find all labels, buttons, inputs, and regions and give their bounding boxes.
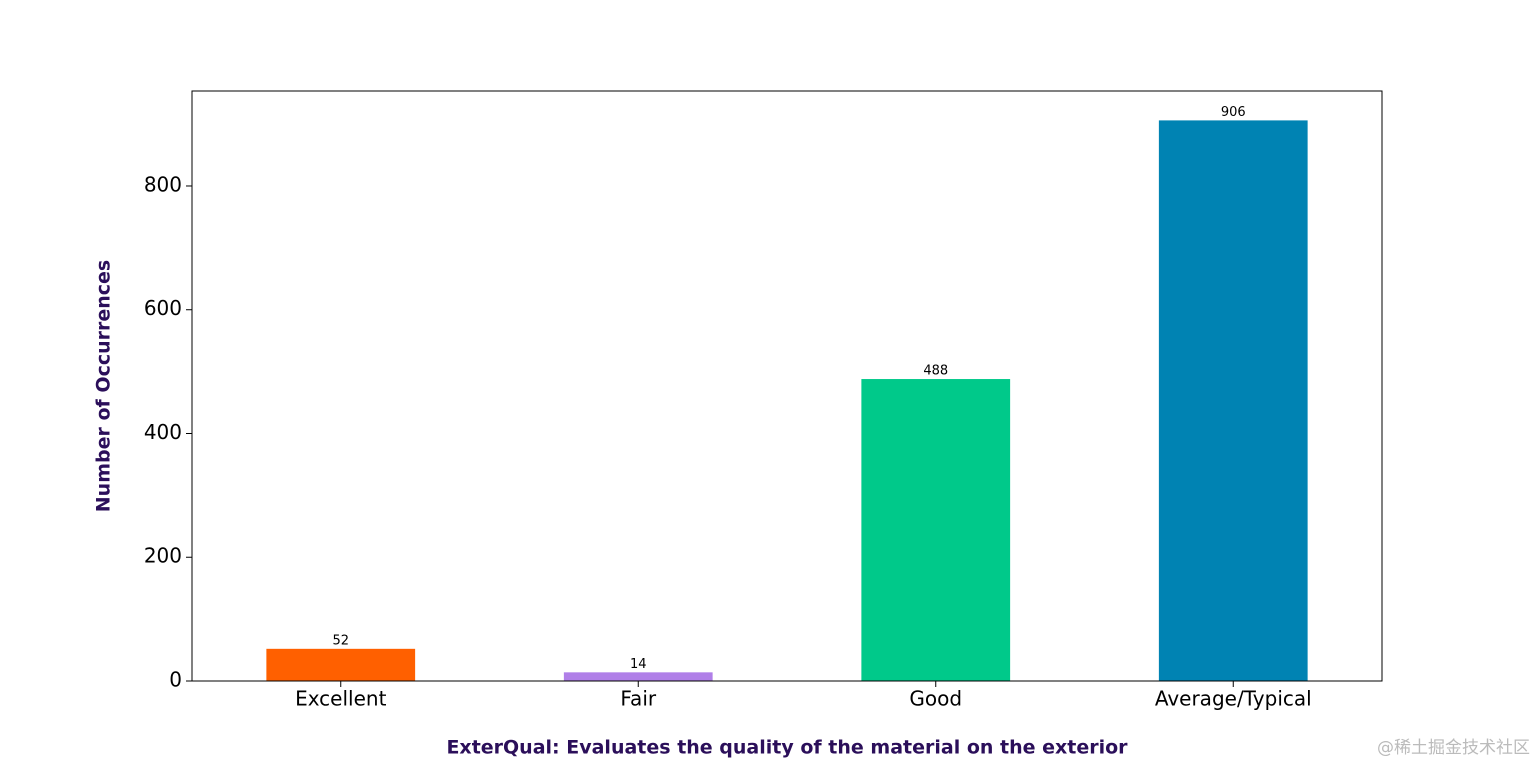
y-tick-label: 200 bbox=[144, 544, 182, 568]
y-tick-label: 400 bbox=[144, 420, 182, 444]
bar bbox=[861, 379, 1011, 681]
x-tick-label: Fair bbox=[620, 687, 656, 711]
bar bbox=[1158, 120, 1308, 681]
x-tick-label: Excellent bbox=[295, 687, 387, 711]
plot-frame bbox=[191, 90, 1383, 682]
x-tick-label: Average/Typical bbox=[1155, 687, 1312, 711]
value-label: 906 bbox=[1221, 105, 1246, 120]
x-axis-label: ExterQual: Evaluates the quality of the … bbox=[446, 737, 1128, 759]
value-label: 52 bbox=[332, 633, 349, 648]
x-tick-label: Good bbox=[909, 687, 962, 711]
y-tick-label: 0 bbox=[169, 668, 182, 692]
bar bbox=[563, 672, 713, 681]
y-tick-label: 800 bbox=[144, 172, 182, 196]
y-tick-label: 600 bbox=[144, 296, 182, 320]
y-axis-label: Number of Occurrences bbox=[93, 260, 115, 512]
bar bbox=[266, 648, 416, 681]
watermark: @稀土掘金技术社区 bbox=[1377, 738, 1530, 758]
value-label: 488 bbox=[923, 364, 948, 379]
value-label: 14 bbox=[630, 657, 647, 672]
